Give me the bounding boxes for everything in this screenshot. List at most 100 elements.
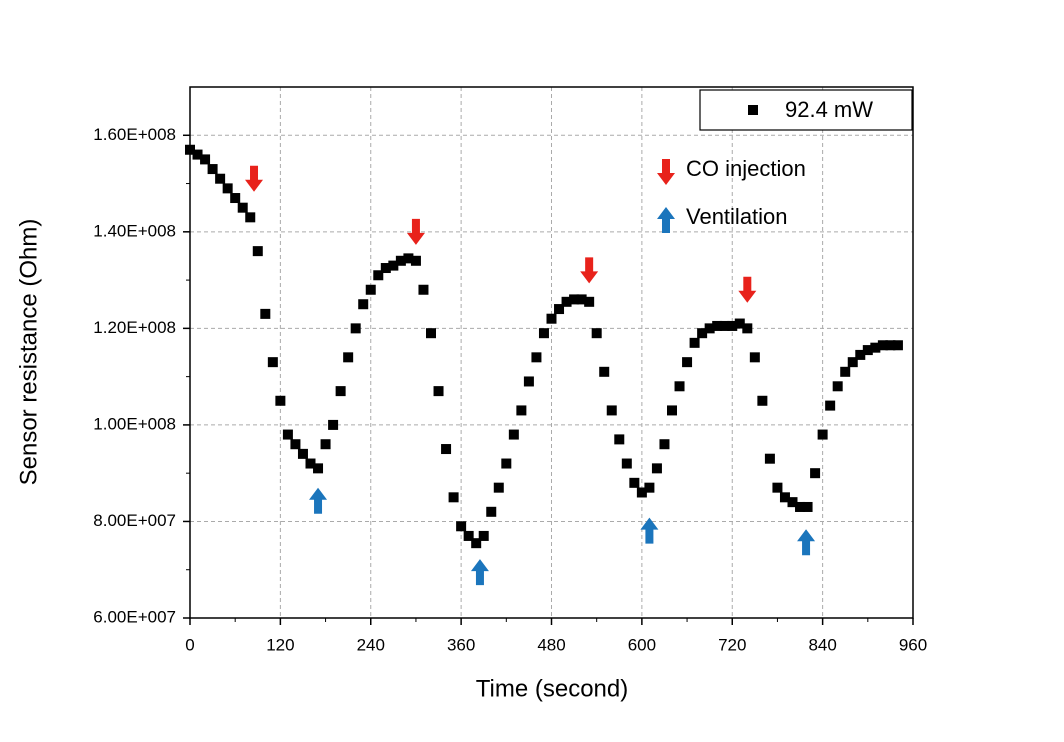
data-point [810,468,821,479]
y-tick-label: 8.00E+007 [93,511,176,530]
data-point [305,458,316,469]
data-point [501,458,512,469]
plot-frame [189,86,914,619]
x-tick-label: 240 [357,635,385,654]
y-tick-label: 1.40E+008 [93,221,176,240]
data-point [282,429,293,440]
data-point [697,328,708,339]
arrow [309,487,328,514]
arrow [245,165,264,192]
data-point [870,342,881,353]
data-point [599,366,610,377]
data-point [772,482,783,493]
data-point [704,323,715,334]
data-point [358,299,369,310]
data-point [230,193,241,204]
data-point [606,405,617,416]
legend-arrow [657,159,675,185]
data-point [207,164,218,175]
data-point [297,448,308,459]
y-tick-label: 1.60E+008 [93,125,176,144]
data-point [252,246,263,257]
x-tick-label: 600 [628,635,656,654]
data-point [200,154,211,165]
data-point [862,345,873,356]
data-point [418,284,429,295]
y-tick-label: 1.00E+008 [93,414,176,433]
data-point [877,340,888,351]
data-point [892,340,903,351]
data-point [727,320,738,331]
data-point [433,386,444,397]
data-point [448,492,459,503]
x-tick-label: 480 [537,635,565,654]
data-point [674,381,685,392]
annotation-label: Ventilation [686,204,788,229]
data-point [614,434,625,445]
x-tick-label: 120 [266,635,294,654]
y-tick-label: 6.00E+007 [93,607,176,626]
data-point [410,255,421,266]
x-axis-title: Time (second) [476,675,628,702]
data-point [245,212,256,223]
data-point [185,144,195,155]
legend-arrow [657,207,675,233]
data-point [636,487,647,498]
data-point [365,284,376,295]
arrow [580,257,599,284]
arrow [470,559,489,586]
data-point [395,255,406,266]
data-point [847,357,858,368]
data-point [486,506,497,517]
data-point [832,381,843,392]
data-point [373,270,384,281]
y-axis-title: Sensor resistance (Ohm) [15,219,42,486]
data-point [222,183,233,194]
data-point [538,328,549,339]
data-point [742,323,753,334]
x-tick-label: 360 [447,635,475,654]
data-point [516,405,527,416]
data-point [508,429,519,440]
data-point [267,357,278,368]
data-point [388,260,399,271]
arrow [640,517,659,544]
data-point [885,340,896,351]
data-point [531,352,542,363]
data-point [689,337,700,348]
data-point [380,263,391,274]
data-point [237,202,248,213]
data-point [591,328,602,339]
data-point [471,538,482,549]
data-point [554,304,565,315]
data-point [644,482,655,493]
x-tick-label: 720 [718,635,746,654]
data-point [275,395,286,406]
x-tick-label: 960 [899,635,927,654]
data-point [712,320,723,331]
data-point [779,492,790,503]
data-point [215,173,226,184]
data-point [659,439,670,450]
data-point [523,376,534,387]
data-point [561,296,572,307]
data-point [667,405,677,416]
data-point [576,294,587,305]
data-point [629,477,640,488]
annotation-label: CO injection [686,156,806,181]
data-point [840,366,851,377]
data-point [621,458,632,469]
arrow [406,218,425,245]
data-point [426,328,436,339]
legend-box [699,89,913,131]
data-point [855,349,866,360]
data-point [463,530,474,541]
data-point [757,395,768,406]
data-point [795,501,806,512]
x-tick-label: 840 [808,635,836,654]
data-point [569,294,580,305]
data-point [328,419,339,430]
legend-label: 92.4 mW [785,97,873,122]
